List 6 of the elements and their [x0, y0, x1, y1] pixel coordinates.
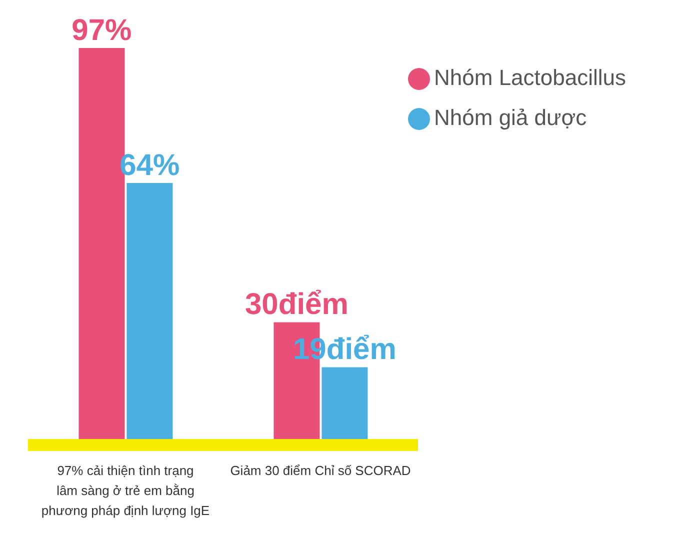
x-tick-label: Giảm 30 điểm Chỉ số SCORAD — [230, 463, 411, 478]
x-tick-label: 97% cải thiện tình trạng lâm sàng ở trẻ em bằng phương pháp định lượng IgE — [41, 463, 210, 518]
legend-label: Nhóm Lactobacillus — [434, 65, 626, 90]
data-label: 97% — [72, 14, 132, 47]
data-label: 30điểm — [245, 288, 348, 322]
legend-label: Nhóm giả dược — [434, 105, 587, 130]
